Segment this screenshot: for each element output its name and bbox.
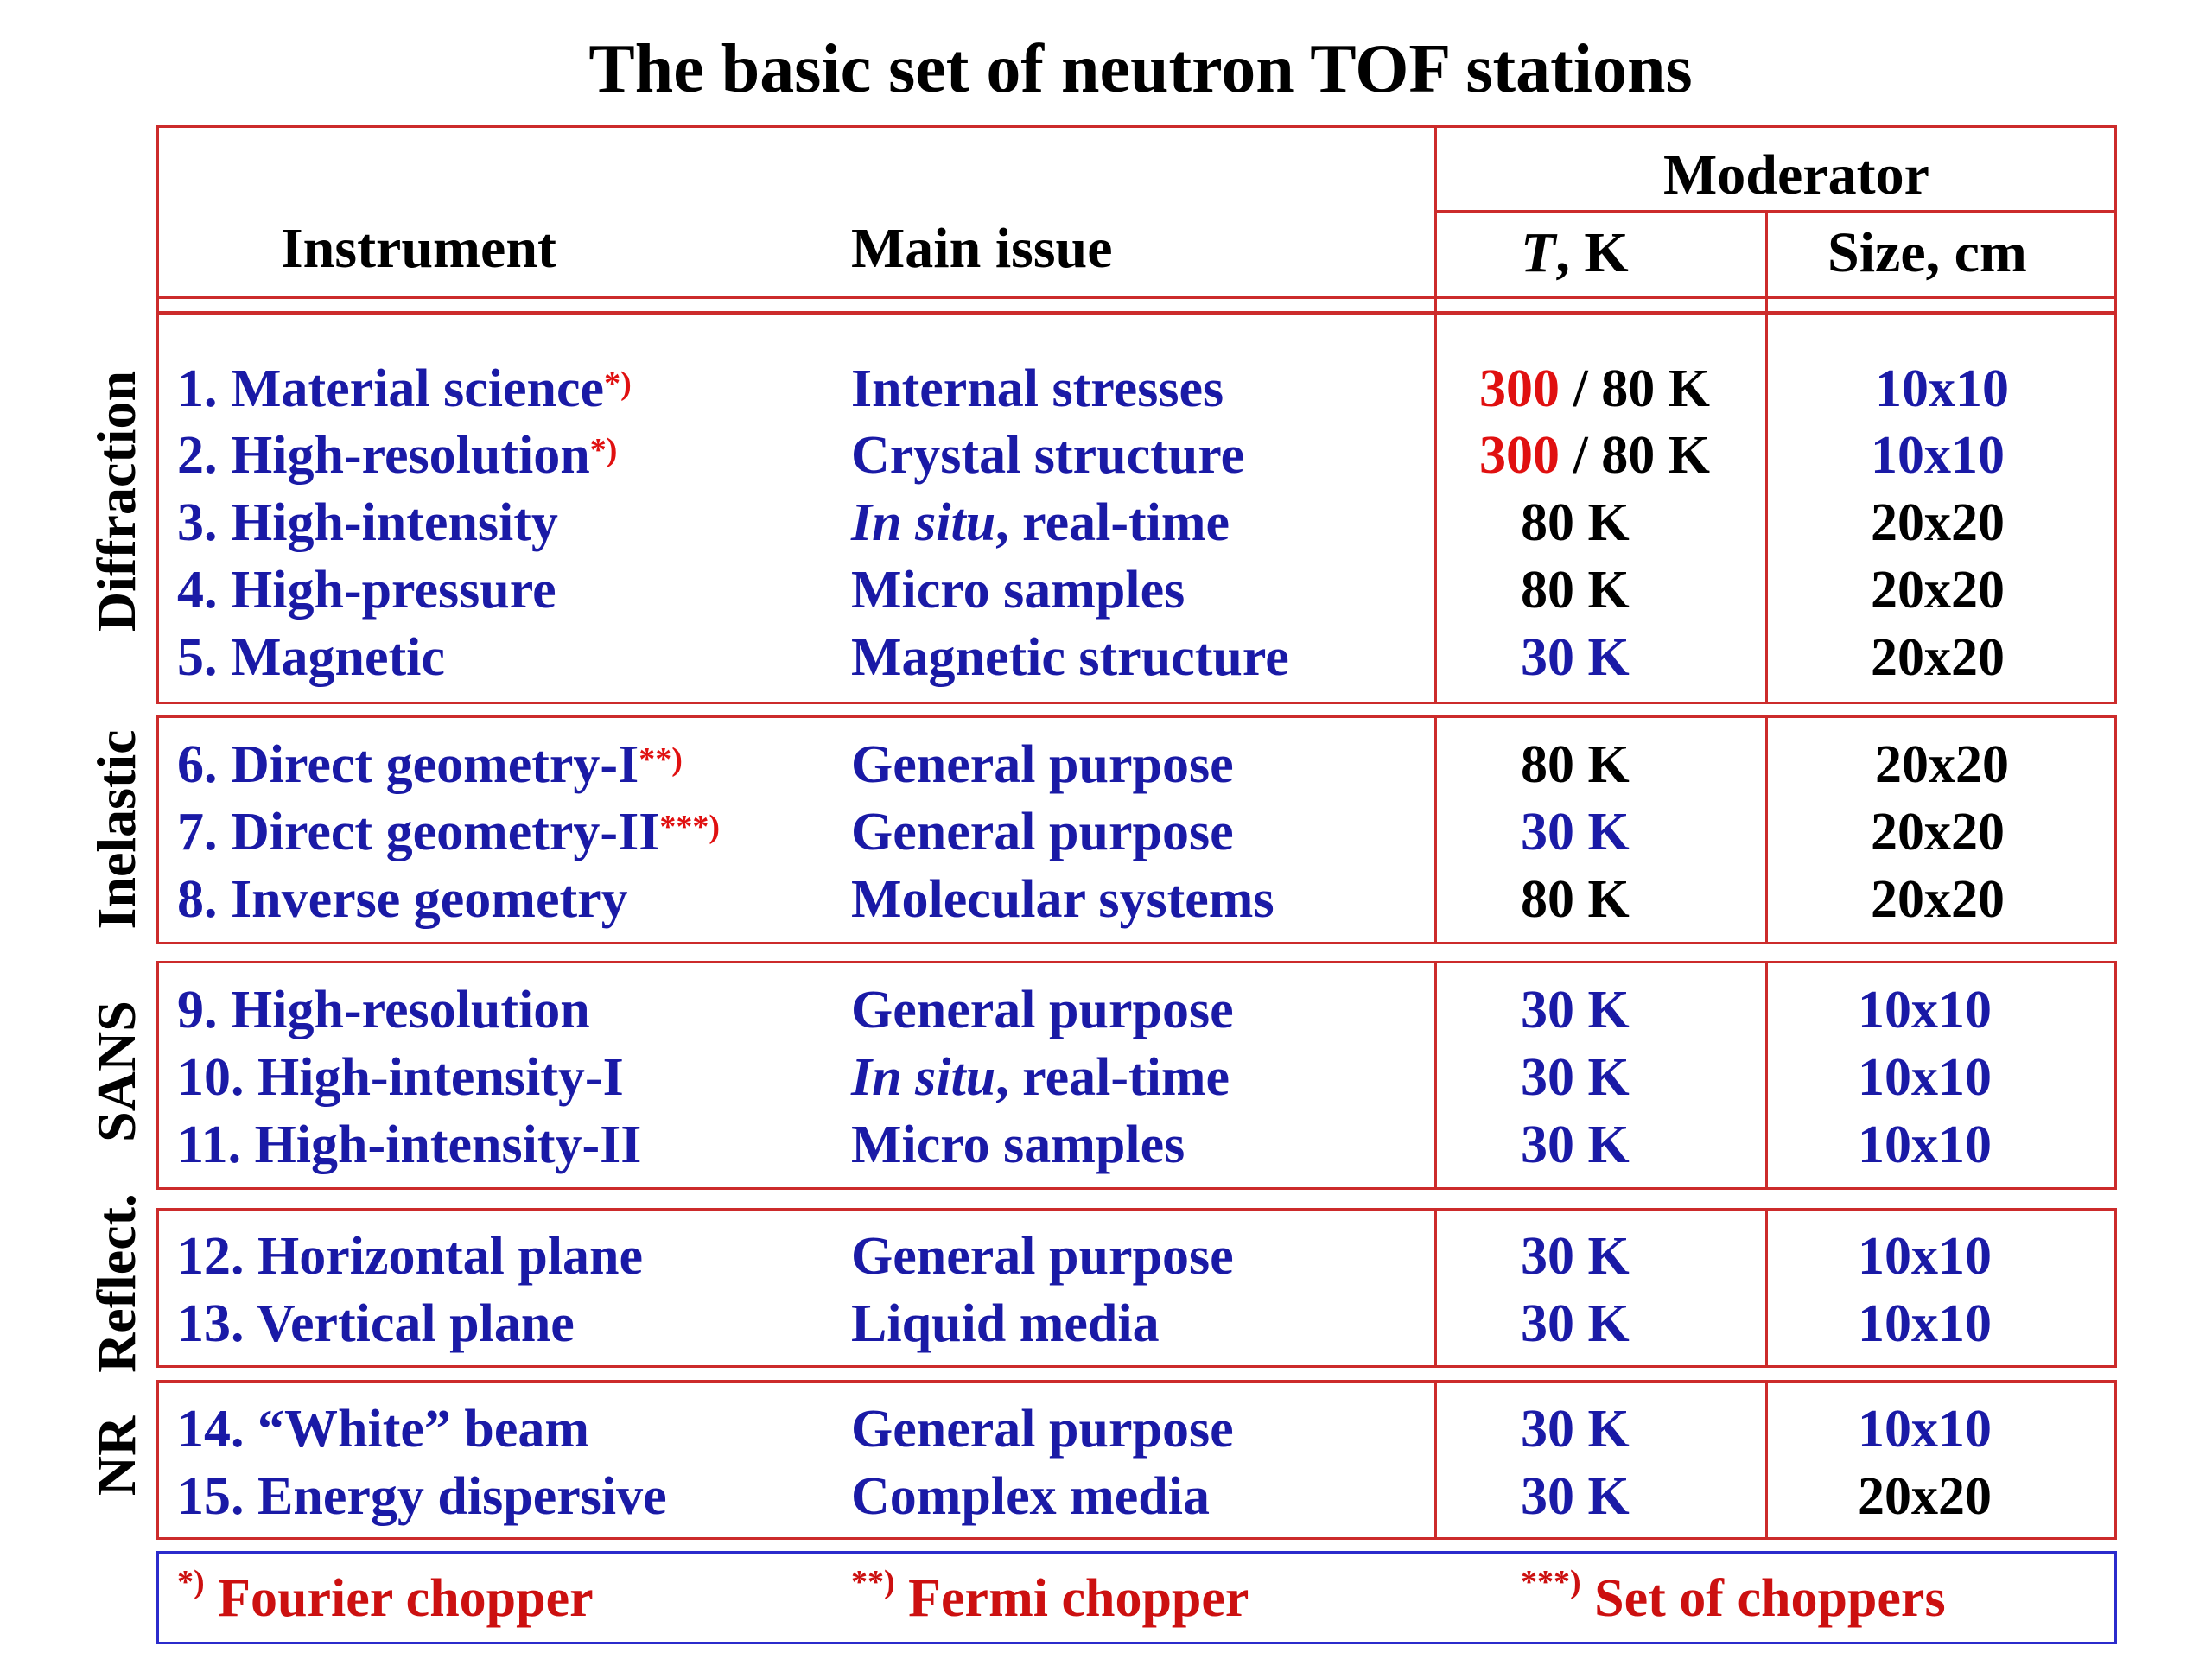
footnote-fourier: *) Fourier chopper — [177, 1564, 594, 1628]
header-vline-size — [1765, 210, 1768, 315]
page-title: The basic set of neutron TOF stations — [588, 31, 1693, 107]
instrument-name: 9. High-resolution — [177, 981, 590, 1039]
moderator-size: 10x10 — [1858, 1400, 1992, 1459]
section-diffraction — [156, 311, 2117, 704]
instrument-name: 13. Vertical plane — [177, 1294, 575, 1353]
header-instrument: Instrument — [281, 217, 557, 280]
moderator-temperature: 80 K — [1521, 735, 1630, 794]
moderator-temperature: 30 K — [1521, 981, 1630, 1039]
instrument-name: 8. Inverse geometry — [177, 870, 628, 929]
section-nr — [156, 1380, 2117, 1540]
instrument-name: 6. Direct geometry-I**) — [177, 735, 683, 794]
main-issue: General purpose — [851, 803, 1234, 861]
footnote-fermi: **) Fermi chopper — [851, 1564, 1249, 1628]
main-issue: Internal stresses — [851, 359, 1224, 418]
moderator-temperature: 80 K — [1521, 561, 1630, 620]
col-divider-t-2 — [1434, 715, 1437, 944]
instrument-name: 14. “White” beam — [177, 1400, 590, 1459]
moderator-size: 10x10 — [1858, 1116, 1992, 1174]
main-issue: General purpose — [851, 1400, 1234, 1459]
footnote-choppers: ***) Set of choppers — [1521, 1564, 1946, 1628]
category-label: Reflect. — [86, 1193, 147, 1373]
moderator-size: 10x10 — [1858, 981, 1992, 1039]
col-divider-t-5 — [1434, 1380, 1437, 1540]
col-divider-t-1 — [1434, 311, 1437, 704]
moderator-temperature: 300 / 80 K — [1479, 426, 1710, 485]
moderator-temperature: 30 K — [1521, 628, 1630, 687]
moderator-temperature: 30 K — [1521, 1227, 1630, 1286]
moderator-temperature: 300 / 80 K — [1479, 359, 1710, 418]
moderator-temperature: 30 K — [1521, 1048, 1630, 1107]
moderator-size: 10x10 — [1871, 426, 2005, 485]
col-divider-size-1 — [1765, 311, 1768, 704]
main-issue: General purpose — [851, 981, 1234, 1039]
moderator-size: 10x10 — [1858, 1048, 1992, 1107]
moderator-divider — [1434, 210, 2117, 213]
moderator-temperature: 30 K — [1521, 1294, 1630, 1353]
instrument-name: 7. Direct geometry-II***) — [177, 803, 720, 861]
instrument-name: 2. High-resolution*) — [177, 426, 618, 485]
main-issue: Micro samples — [851, 1116, 1185, 1174]
moderator-temperature: 30 K — [1521, 1467, 1630, 1526]
main-issue: Magnetic structure — [851, 628, 1289, 687]
moderator-temperature: 80 K — [1521, 870, 1630, 929]
col-divider-size-3 — [1765, 961, 1768, 1190]
moderator-temperature: 30 K — [1521, 1400, 1630, 1459]
main-issue: General purpose — [851, 1227, 1234, 1286]
main-issue: Molecular systems — [851, 870, 1274, 929]
main-issue: Complex media — [851, 1467, 1211, 1526]
category-label: NR — [86, 1415, 147, 1497]
col-divider-t-4 — [1434, 1208, 1437, 1368]
header-moderator: Moderator — [1663, 143, 1929, 207]
instrument-name: 1. Material science*) — [177, 359, 632, 418]
moderator-size: 10x10 — [1858, 1227, 1992, 1286]
moderator-size: 20x20 — [1871, 561, 2005, 620]
main-issue: In situ, real-time — [851, 493, 1230, 552]
moderator-temperature: 30 K — [1521, 803, 1630, 861]
col-divider-size-4 — [1765, 1208, 1768, 1368]
header-temperature: T, K — [1521, 221, 1629, 284]
moderator-size: 10x10 — [1858, 1294, 1992, 1353]
main-issue: Liquid media — [851, 1294, 1160, 1353]
instrument-name: 11. High-intensity-II — [177, 1116, 642, 1174]
moderator-size: 20x20 — [1871, 870, 2005, 929]
instrument-name: 12. Horizontal plane — [177, 1227, 644, 1286]
category-label: SANS — [86, 1001, 147, 1142]
moderator-temperature: 30 K — [1521, 1116, 1630, 1174]
moderator-size: 10x10 — [1875, 359, 2009, 418]
header-size: Size, cm — [1827, 221, 2027, 284]
moderator-size: 20x20 — [1871, 628, 2005, 687]
footnote-box — [156, 1551, 2117, 1644]
col-divider-t-3 — [1434, 961, 1437, 1190]
moderator-size: 20x20 — [1871, 493, 2005, 552]
main-issue: Crystal structure — [851, 426, 1245, 485]
header-box — [156, 125, 2117, 315]
instrument-name: 3. High-intensity — [177, 493, 558, 552]
header-main-issue: Main issue — [851, 217, 1113, 280]
moderator-size: 20x20 — [1871, 803, 2005, 861]
col-divider-size-2 — [1765, 715, 1768, 944]
moderator-size: 20x20 — [1858, 1467, 1992, 1526]
instrument-name: 10. High-intensity-I — [177, 1048, 624, 1107]
moderator-temperature: 80 K — [1521, 493, 1630, 552]
instrument-name: 5. Magnetic — [177, 628, 445, 687]
main-issue: General purpose — [851, 735, 1234, 794]
main-issue: In situ, real-time — [851, 1048, 1230, 1107]
instrument-name: 4. High-pressure — [177, 561, 556, 620]
main-issue: Micro samples — [851, 561, 1185, 620]
category-label: Inelastic — [86, 729, 147, 930]
category-label: Diffraction — [86, 370, 147, 632]
col-divider-size-5 — [1765, 1380, 1768, 1540]
section-reflect — [156, 1208, 2117, 1368]
section-inelastic — [156, 715, 2117, 944]
header-divider — [156, 296, 2117, 299]
section-sans — [156, 961, 2117, 1190]
header-vline-t — [1434, 125, 1437, 315]
instrument-name: 15. Energy dispersive — [177, 1467, 667, 1526]
moderator-size: 20x20 — [1875, 735, 2009, 794]
